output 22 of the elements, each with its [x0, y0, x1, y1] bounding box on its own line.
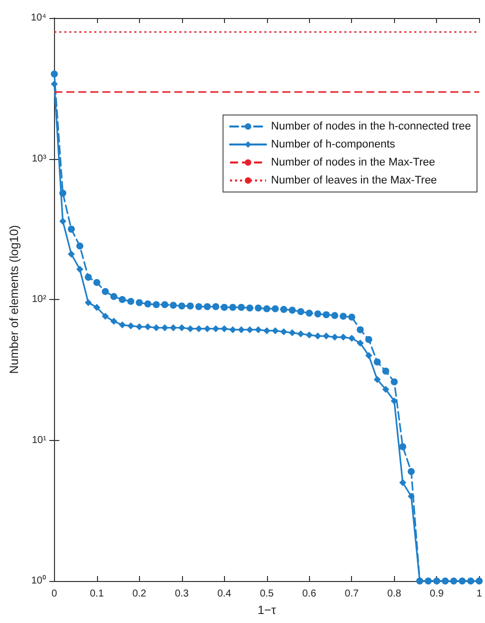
x-tick-label: 1 — [476, 588, 482, 600]
x-tick-label: 0.3 — [174, 588, 190, 600]
y-tick-label: 10⁴ — [30, 12, 46, 24]
y-tick-label: 10¹ — [32, 434, 47, 446]
y-tick-label: 10³ — [32, 153, 47, 164]
x-tick-label: 0.6 — [302, 588, 317, 600]
x-tick-label: 0.5 — [260, 588, 274, 600]
x-tick-label: 0.7 — [344, 588, 360, 600]
legend-label: Number of nodes in the Max-Tree — [271, 156, 436, 168]
x-tick-label: 0.9 — [430, 588, 444, 600]
x-tick-label: 0.1 — [90, 588, 104, 600]
x-axis-title: 1−τ — [258, 602, 276, 617]
x-tick-label: 0.4 — [217, 588, 232, 600]
y-axis-title: Number of elements (log10) — [7, 225, 21, 374]
x-tick-label: 0.8 — [387, 588, 402, 600]
legend-label: Number of leaves in the Max-Tree — [271, 174, 437, 186]
x-tick-label: 0 — [52, 588, 58, 600]
legend-label: Number of nodes in the h-connected tree — [271, 120, 472, 132]
x-tick-label: 0.2 — [132, 588, 147, 600]
legend-label: Number of h-components — [271, 138, 396, 150]
y-tick-label: 10⁰ — [31, 574, 46, 586]
y-tick-label: 10² — [32, 294, 47, 305]
